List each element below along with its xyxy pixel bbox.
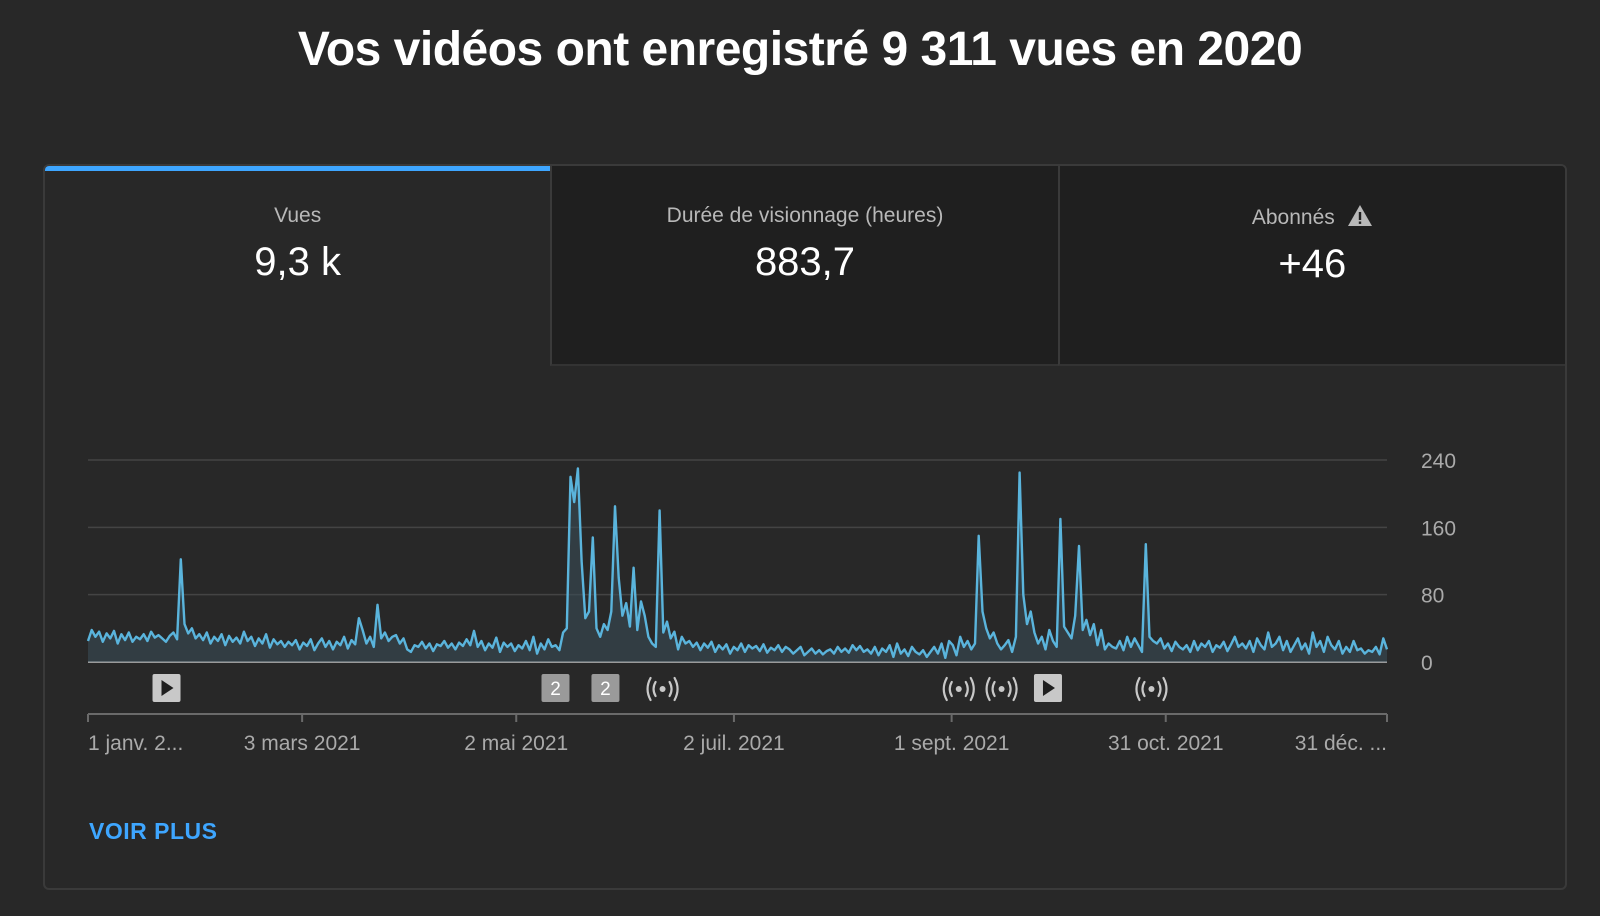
tab-watch-time-value: 883,7 bbox=[754, 240, 856, 284]
tab-subscribers-label: Abonnés bbox=[1251, 206, 1335, 229]
tab-subscribers[interactable]: Abonnés +46 bbox=[1057, 166, 1565, 366]
y-axis-ticks: 240 160 80 0 bbox=[1421, 450, 1456, 675]
video-published-marker[interactable] bbox=[152, 674, 181, 702]
y-tick-label: 80 bbox=[1421, 585, 1444, 608]
x-tick-label: 31 déc. ... bbox=[1295, 732, 1387, 755]
series-area-fill bbox=[88, 468, 1387, 662]
see-more-link[interactable]: VOIR PLUS bbox=[89, 818, 218, 844]
tab-views-label: Vues bbox=[274, 204, 322, 227]
metric-tabs: Vues 9,3 k Durée de visionnage (heures) … bbox=[45, 166, 1565, 366]
page-headline: Vos vidéos ont enregistré 9 311 vues en … bbox=[297, 23, 1303, 76]
warning-icon[interactable] bbox=[1347, 204, 1373, 227]
chart-gridlines bbox=[88, 459, 1387, 663]
chart-area bbox=[86, 467, 1389, 662]
video-published-marker[interactable] bbox=[1033, 674, 1062, 702]
tab-subscribers-label-row: Abonnés bbox=[1060, 204, 1565, 230]
tab-watch-time[interactable]: Durée de visionnage (heures) 883,7 bbox=[550, 166, 1058, 366]
tab-watch-time-label: Durée de visionnage (heures) bbox=[666, 204, 944, 227]
series-line bbox=[86, 467, 1389, 659]
y-tick-label: 0 bbox=[1421, 652, 1433, 675]
x-tick-label: 1 janv. 2... bbox=[88, 732, 183, 755]
y-tick-label: 160 bbox=[1421, 517, 1456, 540]
y-tick-label: 240 bbox=[1421, 450, 1456, 473]
analytics-card: Vues 9,3 k Durée de visionnage (heures) … bbox=[43, 164, 1567, 890]
x-axis: 1 janv. 2... 3 mars 2021 2 mai 2021 2 juil.… bbox=[87, 713, 1388, 755]
x-tick-label: 2 mai 2021 bbox=[464, 732, 568, 755]
live-stream-icon[interactable] bbox=[985, 676, 1018, 702]
multi-video-marker[interactable]: 2 bbox=[541, 674, 570, 702]
x-tick-label: 31 oct. 2021 bbox=[1108, 732, 1224, 755]
tab-views-value: 9,3 k bbox=[254, 240, 342, 284]
tab-views[interactable]: Vues 9,3 k bbox=[45, 166, 551, 366]
x-tick-label: 2 juil. 2021 bbox=[683, 732, 785, 755]
multi-video-marker[interactable]: 2 bbox=[591, 674, 620, 702]
live-stream-icon[interactable] bbox=[646, 676, 679, 702]
tab-subscribers-value: +46 bbox=[1278, 242, 1347, 286]
live-stream-icon[interactable] bbox=[1135, 676, 1168, 702]
marker-count: 2 bbox=[600, 679, 611, 700]
live-stream-icon[interactable] bbox=[942, 676, 975, 702]
x-tick-label: 1 sept. 2021 bbox=[894, 732, 1010, 755]
x-tick-label: 3 mars 2021 bbox=[244, 732, 361, 755]
marker-count: 2 bbox=[550, 679, 561, 700]
